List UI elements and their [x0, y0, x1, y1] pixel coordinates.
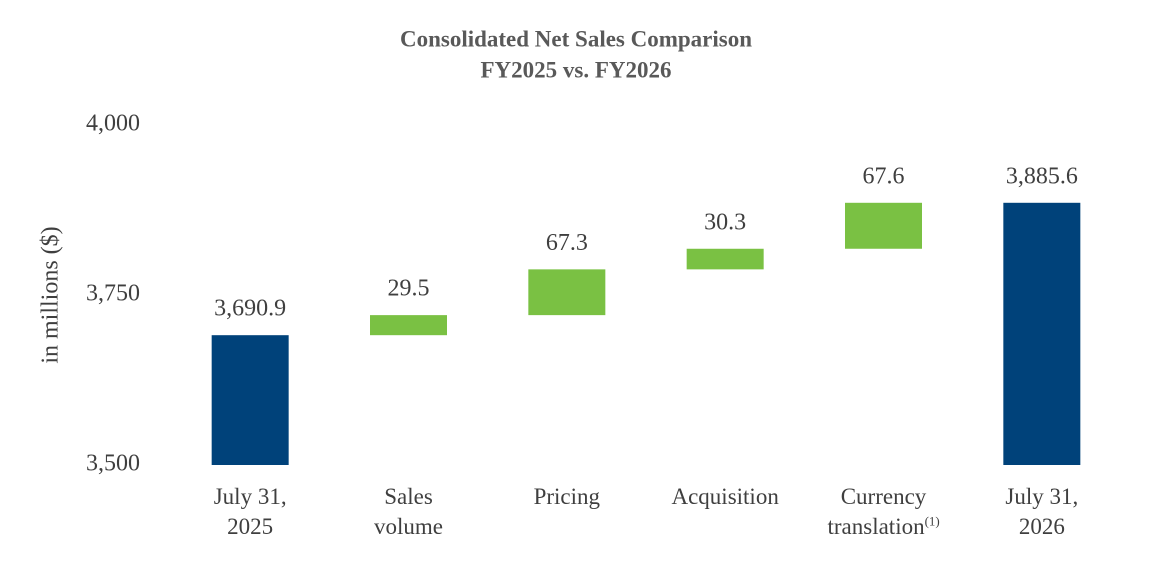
y-axis-label: in millions ($) [38, 226, 64, 363]
x-tick-label: Acquisition [669, 482, 781, 512]
x-tick-label: Currency translation(1) [828, 482, 940, 542]
value-label: 3,885.6 [1006, 163, 1078, 189]
y-tick-label: 3,500 [86, 451, 140, 477]
x-tick-label: July 31, 2025 [194, 482, 306, 542]
category-text: Sales volume [374, 484, 443, 539]
category-text: July 31, 2026 [1005, 484, 1079, 539]
x-tick-label: July 31, 2026 [986, 482, 1098, 542]
category-text: Acquisition [671, 484, 779, 509]
value-label: 30.3 [704, 209, 746, 235]
footnote-marker: (1) [924, 513, 940, 529]
value-label: 29.5 [388, 276, 430, 302]
value-label: 3,690.9 [214, 296, 286, 322]
bar [686, 248, 764, 270]
bar [528, 269, 606, 316]
value-label: 67.6 [863, 163, 905, 189]
chart-subtitle: FY2025 vs. FY2026 [480, 57, 671, 82]
category-text: Pricing [533, 484, 601, 509]
category-text: July 31, 2025 [213, 484, 287, 539]
bar [211, 335, 289, 465]
category-text: Currency translation [827, 484, 927, 539]
bar [370, 315, 447, 336]
value-label: 67.3 [546, 230, 588, 256]
x-tick-label: Pricing [511, 482, 623, 512]
y-tick-label: 3,750 [86, 281, 140, 307]
chart-title: Consolidated Net Sales Comparison [400, 26, 752, 51]
x-tick-label: Sales volume [353, 482, 465, 542]
bar [845, 202, 922, 249]
y-tick-label: 4,000 [86, 111, 140, 137]
bar [1003, 202, 1081, 466]
